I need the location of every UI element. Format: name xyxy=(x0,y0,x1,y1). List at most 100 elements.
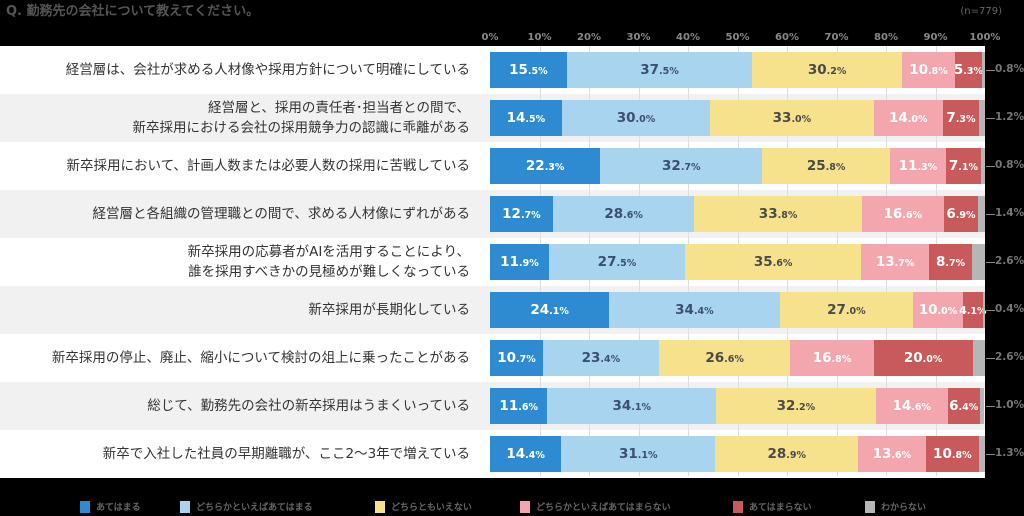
x-tick-label: 0% xyxy=(481,32,499,43)
legend-item: どちらかといえばあてはまらない xyxy=(520,500,671,513)
legend-item: あてはまらない xyxy=(733,500,812,513)
bar-segment: 32.2% xyxy=(716,388,876,424)
data-label: 27.5% xyxy=(597,254,637,270)
bar-segment xyxy=(981,52,986,88)
leader-line xyxy=(986,454,995,455)
bar-segment xyxy=(972,244,985,280)
data-label: 30.2% xyxy=(807,62,847,78)
data-label: 1.2% xyxy=(995,111,1024,123)
bar-segment: 11.9% xyxy=(490,244,549,280)
leader-line xyxy=(986,166,995,167)
legend-swatch xyxy=(80,500,90,513)
data-label: 1.4% xyxy=(995,207,1024,219)
data-label: 16.6% xyxy=(883,206,923,222)
data-label: 10.8% xyxy=(933,446,972,462)
leader-line xyxy=(986,310,995,311)
category-label: 新卒で入社した社員の早期離職が、ここ2〜3年で増えている xyxy=(102,445,470,462)
category-label: 新卒採用が長期化している xyxy=(308,301,470,318)
data-label: 2.6% xyxy=(995,255,1024,267)
bar-segment: 16.6% xyxy=(861,196,944,232)
bar-segment: 24.1% xyxy=(490,292,610,328)
data-label: 32.7% xyxy=(662,158,701,174)
legend-label: あてはまらない xyxy=(749,503,812,513)
data-label: 14.0% xyxy=(889,110,928,126)
x-tick-label: 40% xyxy=(676,32,700,43)
bar-segment: 37.5% xyxy=(566,52,753,88)
data-label: 33.8% xyxy=(758,206,798,222)
bar-segment: 20.0% xyxy=(873,340,973,376)
data-label: 22.3% xyxy=(525,158,565,174)
data-label: 0.4% xyxy=(995,303,1024,315)
bar-segment: 7.1% xyxy=(945,148,982,184)
bar-segment: 12.7% xyxy=(490,196,553,232)
data-label: 13.6% xyxy=(872,446,912,462)
x-tick-label: 30% xyxy=(626,32,651,43)
data-label: 14.6% xyxy=(892,398,931,414)
data-label: 10.0% xyxy=(918,302,958,318)
data-label: 35.6% xyxy=(753,254,793,270)
data-label: 0.8% xyxy=(995,63,1024,75)
data-label: 11.3% xyxy=(898,158,938,174)
data-label: 4.1% xyxy=(959,303,987,317)
legend-swatch xyxy=(375,500,385,513)
legend-item: あてはまる xyxy=(80,500,141,513)
legend-label: どちらともいえない xyxy=(391,503,472,513)
leader-line xyxy=(986,118,995,119)
bar-segment xyxy=(972,340,986,376)
data-label: 25.8% xyxy=(806,158,846,174)
x-tick-label: 70% xyxy=(824,32,849,43)
legend-item: どちらかといえばあてはまる xyxy=(180,500,313,513)
legend-swatch xyxy=(865,500,875,513)
bar-segment xyxy=(978,196,985,232)
data-label: 1.0% xyxy=(995,399,1024,411)
legend-label: どちらかといえばあてはまる xyxy=(196,503,313,513)
data-label: 34.1% xyxy=(612,398,652,414)
bar-segment: 25.8% xyxy=(762,148,890,184)
bar-segment: 14.5% xyxy=(490,100,562,136)
legend: あてはまる どちらかといえばあてはまる どちらともいえない どちらかといえばあてはまら… xyxy=(0,500,1024,516)
data-label: 24.1% xyxy=(530,302,569,318)
legend-swatch xyxy=(180,500,190,513)
legend-label: あてはまる xyxy=(96,503,141,513)
bar-segment: 28.9% xyxy=(715,436,859,472)
data-label: 12.7% xyxy=(502,206,541,222)
data-label: 6.9% xyxy=(946,206,976,222)
bar-segment: 33.0% xyxy=(710,100,874,136)
category-label: 経営層と、採用の責任者･担当者との間で、 新卒採用における会社の採用競争力の認識… xyxy=(132,99,471,136)
bar-segment: 23.4% xyxy=(542,340,659,376)
bar-segment: 31.1% xyxy=(561,436,716,472)
bar-segment: 8.7% xyxy=(929,244,973,280)
x-tick-label: 90% xyxy=(923,32,948,43)
data-label: 16.8% xyxy=(812,350,852,366)
leader-line xyxy=(986,214,995,215)
data-label: 33.0% xyxy=(772,110,812,126)
bar-segment: 10.7% xyxy=(490,340,543,376)
data-label: 28.9% xyxy=(767,446,807,462)
bar-segment xyxy=(979,100,985,136)
data-label: 13.7% xyxy=(875,254,915,270)
bar-segment: 34.1% xyxy=(547,388,717,424)
bar-segment xyxy=(983,292,985,328)
data-label: 8.7% xyxy=(936,254,966,270)
bar-segment: 35.6% xyxy=(685,244,862,280)
data-label: 2.6% xyxy=(995,351,1024,363)
bar-segment: 33.8% xyxy=(694,196,862,232)
bar-segment: 28.6% xyxy=(552,196,695,232)
data-label: 26.6% xyxy=(705,350,744,366)
data-label: 7.1% xyxy=(948,158,979,174)
bar-segment: 10.0% xyxy=(913,292,963,328)
bar-segment: 15.5% xyxy=(490,52,567,88)
bar-segment: 11.6% xyxy=(490,388,548,424)
bar-segment: 27.0% xyxy=(779,292,914,328)
data-label: 14.5% xyxy=(506,110,546,126)
sample-size-note: (n=779) xyxy=(960,6,1002,17)
data-label: 34.4% xyxy=(675,302,714,318)
leader-line xyxy=(986,358,995,359)
leader-line xyxy=(986,262,995,263)
category-label: 新卒採用の応募者がAIを活用することにより、 誰を採用すべきかの見極めが難しくな… xyxy=(187,243,470,280)
x-tick-label: 50% xyxy=(725,32,750,43)
bar-segment: 14.6% xyxy=(875,388,948,424)
leader-line xyxy=(986,406,995,407)
bar-segment: 30.0% xyxy=(561,100,711,136)
bar-segment: 6.4% xyxy=(947,388,980,424)
